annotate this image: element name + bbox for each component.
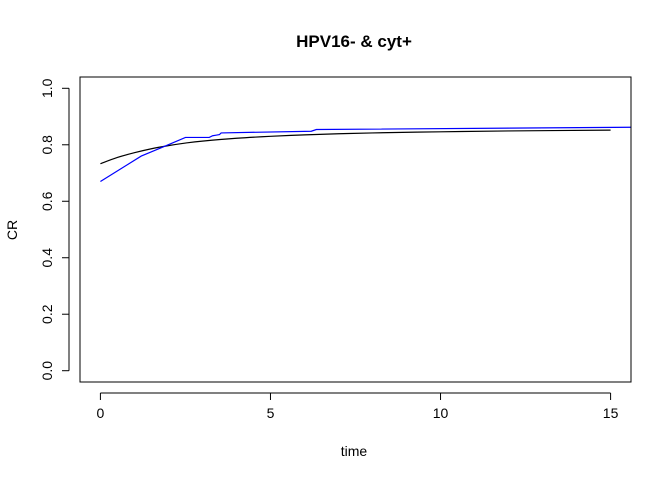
series-layer (100, 126, 631, 182)
x-tick-label: 15 (603, 405, 619, 421)
y-tick-label: 0.2 (39, 304, 55, 324)
y-tick-label: 0.0 (39, 361, 55, 381)
x-tick-label: 0 (97, 405, 105, 421)
y-tick-label: 1.0 (39, 78, 55, 98)
y-tick-label: 0.4 (39, 248, 55, 268)
plot-frame (79, 76, 632, 383)
x-axis: 0 5 10 15 (97, 392, 619, 421)
x-tick-label: 5 (267, 405, 275, 421)
x-axis-label: time (341, 443, 368, 459)
chart-title: HPV16- & cyt+ (296, 32, 412, 51)
series-line-2 (100, 126, 631, 182)
y-axis-label: CR (4, 220, 20, 240)
y-tick-label: 0.6 (39, 191, 55, 211)
x-tick-label: 10 (433, 405, 449, 421)
y-tick-label: 0.8 (39, 135, 55, 155)
y-axis: 0.0 0.2 0.4 0.6 0.8 1.0 (39, 78, 70, 381)
series-line-1 (100, 129, 611, 165)
